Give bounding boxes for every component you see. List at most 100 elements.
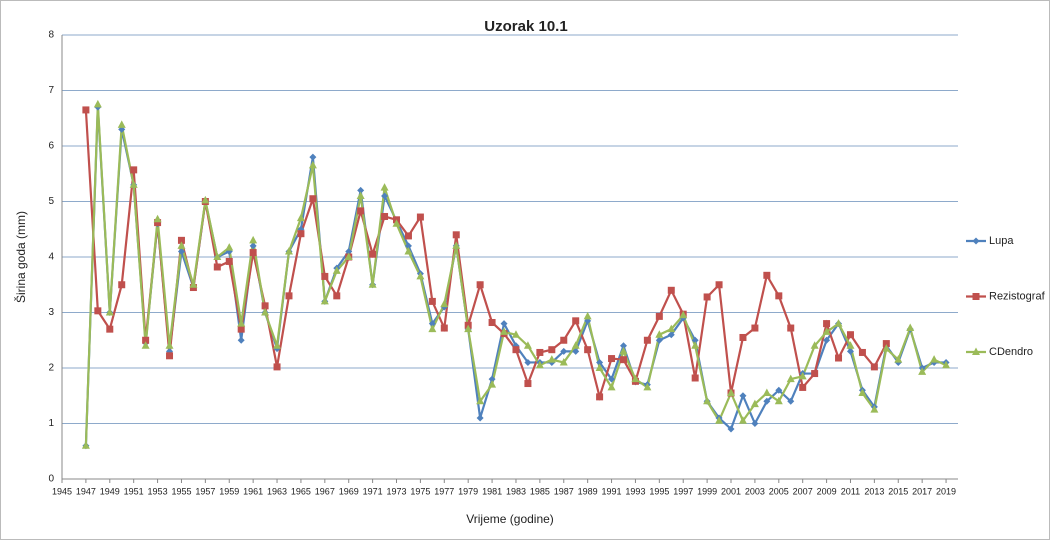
- marker: [357, 207, 365, 215]
- marker: [596, 358, 604, 366]
- marker: [643, 382, 652, 391]
- marker: [488, 375, 496, 383]
- x-axis-label: Vrijeme (godine): [466, 512, 554, 526]
- x-tick-label: 1985: [530, 486, 550, 496]
- marker: [762, 388, 771, 396]
- x-tick-label: 1975: [410, 486, 430, 496]
- marker: [416, 213, 424, 221]
- marker: [906, 323, 915, 332]
- x-tick-label: 2017: [912, 486, 932, 496]
- marker: [488, 318, 496, 326]
- x-tick-label: 1953: [148, 486, 168, 496]
- marker: [691, 374, 699, 382]
- marker: [822, 327, 831, 335]
- marker: [381, 212, 389, 220]
- marker: [177, 241, 186, 249]
- marker: [142, 336, 150, 344]
- marker: [273, 363, 281, 371]
- x-tick-label: 1999: [697, 486, 717, 496]
- marker: [381, 192, 389, 200]
- marker: [82, 106, 90, 114]
- x-tick-label: 1969: [339, 486, 359, 496]
- marker: [93, 99, 102, 108]
- y-tick-label: 7: [48, 85, 54, 96]
- marker: [846, 341, 855, 349]
- marker: [201, 195, 210, 204]
- marker: [488, 380, 497, 388]
- marker: [583, 311, 592, 320]
- marker: [559, 357, 568, 366]
- marker: [332, 266, 341, 274]
- marker: [452, 231, 460, 239]
- marker: [679, 310, 688, 319]
- marker: [715, 281, 723, 289]
- marker: [751, 420, 759, 427]
- marker: [380, 183, 389, 191]
- marker: [823, 336, 831, 344]
- marker: [261, 302, 269, 310]
- marker: [775, 292, 783, 300]
- marker: [440, 299, 449, 308]
- marker: [655, 330, 664, 338]
- marker: [476, 281, 484, 289]
- x-tick-label: 1971: [363, 486, 383, 496]
- marker: [608, 355, 616, 363]
- marker: [972, 293, 980, 300]
- marker: [739, 392, 747, 400]
- marker: [858, 348, 866, 356]
- marker: [774, 396, 783, 405]
- marker: [118, 281, 126, 289]
- marker: [655, 312, 663, 320]
- marker: [392, 219, 401, 227]
- marker: [596, 393, 604, 401]
- marker: [129, 180, 138, 188]
- marker: [942, 360, 951, 369]
- marker: [237, 325, 245, 333]
- marker: [225, 243, 234, 251]
- marker: [249, 235, 258, 244]
- marker: [297, 230, 305, 238]
- marker: [213, 252, 222, 260]
- marker: [775, 386, 783, 394]
- x-tick-label: 2013: [864, 486, 884, 496]
- marker: [571, 341, 580, 349]
- marker: [727, 388, 736, 396]
- x-tick-label: 1977: [434, 486, 454, 496]
- marker: [284, 246, 293, 255]
- marker: [882, 340, 890, 348]
- x-tick-label: 1989: [578, 486, 598, 496]
- marker: [823, 320, 831, 328]
- x-tick-label: 1951: [124, 486, 144, 496]
- marker: [309, 153, 317, 161]
- x-tick-label: 2003: [745, 486, 765, 496]
- marker: [369, 250, 377, 258]
- y-tick-label: 4: [48, 252, 54, 263]
- marker: [738, 416, 747, 424]
- marker: [512, 346, 520, 354]
- marker: [309, 195, 317, 203]
- marker: [345, 247, 353, 255]
- marker: [870, 405, 879, 413]
- marker: [356, 191, 365, 199]
- legend-label: Rezistograf: [989, 290, 1046, 302]
- marker: [225, 257, 233, 265]
- x-tick-label: 1965: [291, 486, 311, 496]
- marker: [213, 263, 221, 271]
- y-tick-label: 1: [48, 418, 54, 429]
- marker: [500, 327, 509, 335]
- marker: [130, 166, 138, 174]
- marker: [249, 242, 257, 250]
- marker: [691, 341, 700, 349]
- marker: [117, 120, 126, 128]
- marker: [404, 246, 413, 255]
- x-tick-label: 1983: [506, 486, 526, 496]
- marker: [846, 347, 854, 355]
- marker: [118, 125, 126, 133]
- marker: [476, 396, 485, 405]
- x-tick-label: 1981: [482, 486, 502, 496]
- marker: [811, 370, 819, 378]
- marker: [619, 346, 628, 355]
- marker: [810, 341, 819, 349]
